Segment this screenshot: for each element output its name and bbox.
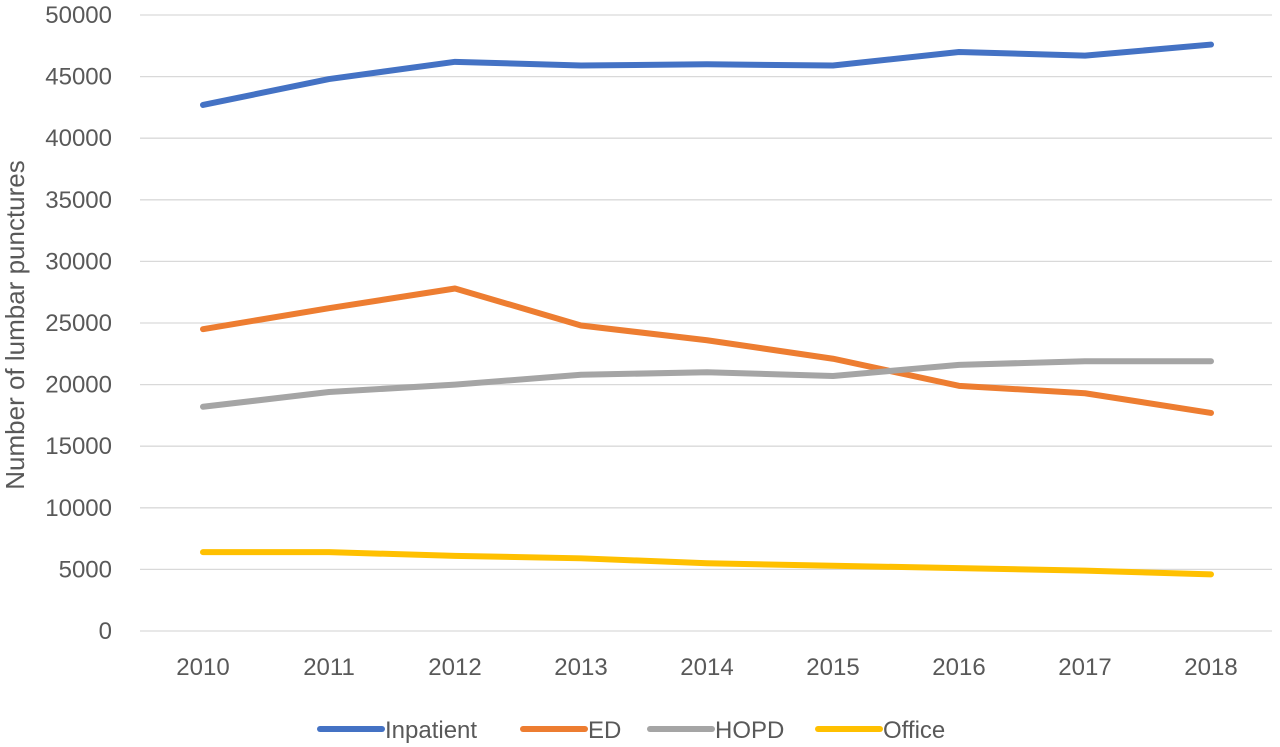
y-tick-label: 50000: [45, 2, 112, 29]
gridlines: [140, 14, 1272, 632]
x-tick-label: 2011: [303, 654, 355, 681]
y-tick-label: 45000: [45, 64, 112, 91]
x-tick-label: 2013: [554, 654, 607, 681]
legend-label: ED: [588, 717, 621, 744]
y-tick-label: 0: [99, 618, 112, 645]
y-tick-label: 40000: [45, 125, 112, 152]
y-tick-label: 15000: [45, 433, 112, 460]
x-tick-label: 2010: [176, 654, 229, 681]
x-tick-label: 2018: [1184, 654, 1237, 681]
y-tick-label: 35000: [45, 187, 112, 214]
series-lines: [200, 41, 1214, 578]
series-line-inpatient: [200, 41, 1214, 108]
legend-item-hopd: HOPD: [647, 717, 784, 744]
x-tick-labels: 2010 2011 2012 2013 2014 2015 2016 2017 2018: [176, 654, 1237, 681]
y-axis-title: Number of lumbar punctures: [0, 160, 30, 489]
y-tick-labels: 0 5000 10000 15000 20000 25000 30000 35000 40000…: [45, 2, 112, 645]
x-tick-label: 2015: [806, 654, 859, 681]
y-tick-label: 20000: [45, 372, 112, 399]
x-tick-label: 2014: [680, 654, 733, 681]
y-tick-label: 30000: [45, 248, 112, 275]
x-tick-label: 2017: [1058, 654, 1111, 681]
y-tick-label: 25000: [45, 310, 112, 337]
legend-label: Inpatient: [385, 717, 477, 744]
y-tick-label: 5000: [59, 556, 112, 583]
legend-item-ed: ED: [520, 717, 621, 744]
y-tick-label: 10000: [45, 495, 112, 522]
series-line-ed: [200, 285, 1214, 416]
legend: Inpatient ED HOPD Office: [317, 717, 945, 744]
legend-item-inpatient: Inpatient: [317, 717, 477, 744]
legend-item-office: Office: [815, 717, 945, 744]
x-tick-label: 2012: [428, 654, 481, 681]
legend-label: Office: [883, 717, 945, 744]
x-tick-label: 2016: [932, 654, 985, 681]
legend-label: HOPD: [715, 717, 784, 744]
